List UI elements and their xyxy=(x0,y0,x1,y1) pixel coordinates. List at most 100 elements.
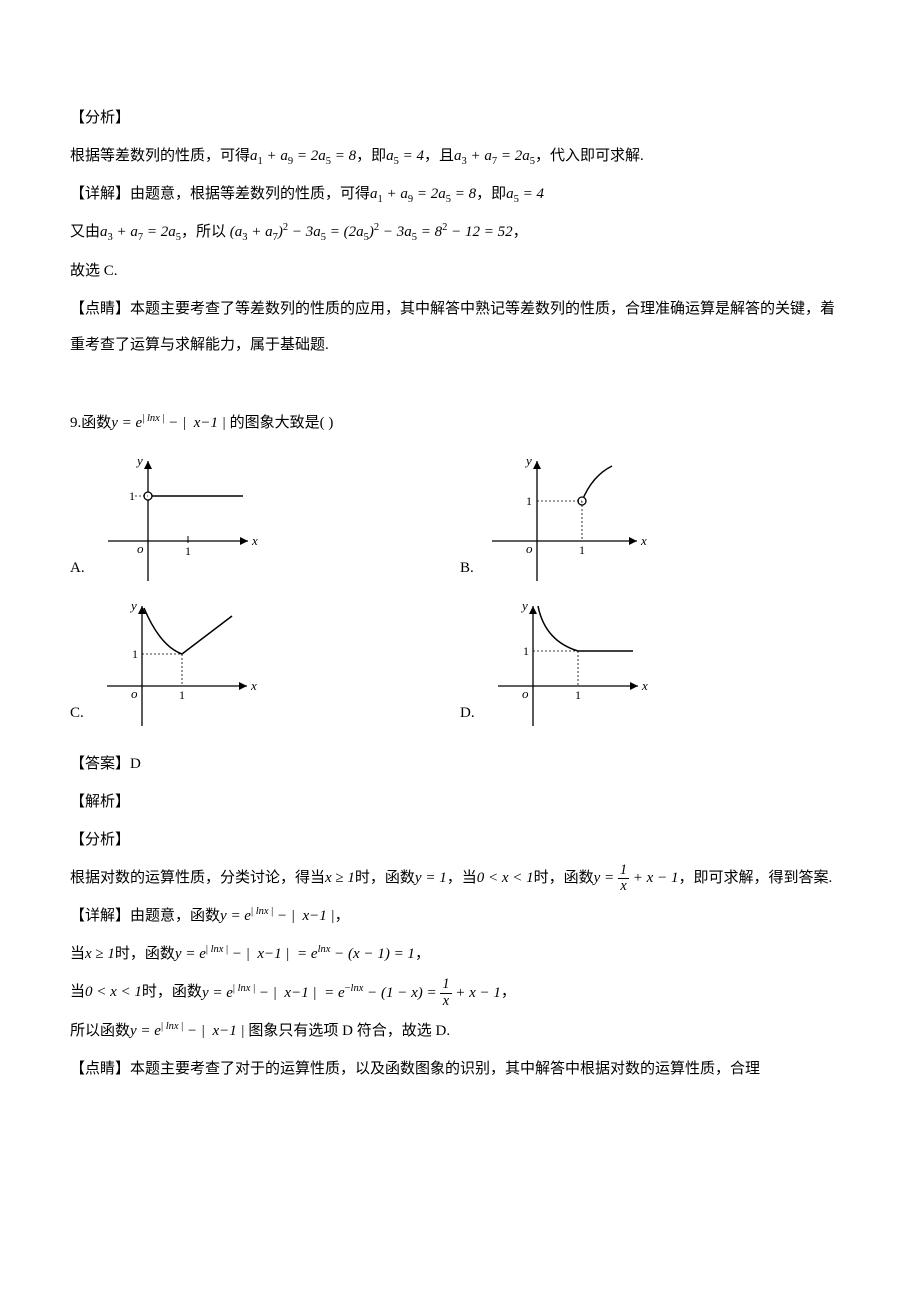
text: ， xyxy=(513,224,528,240)
svg-text:x: x xyxy=(641,678,648,693)
eq: y = 1x + x − 1 xyxy=(594,870,679,886)
comment-label: 【点睛】 xyxy=(70,1061,130,1077)
text: 根据等差数列的性质，可得 xyxy=(70,148,250,164)
text: 时，函数 xyxy=(115,946,175,962)
text: 当 xyxy=(70,984,85,1000)
text: 当 xyxy=(70,946,85,962)
detail-label: 【详解】 xyxy=(70,908,130,924)
detail-line1: 【详解】由题意，根据等差数列的性质，可得a1 + a9 = 2a5 = 8，即a… xyxy=(70,176,850,212)
option-a: A. x y o 1 1 xyxy=(70,451,460,586)
eq: a3 + a7 = 2a5 xyxy=(100,224,181,240)
eq: y = 1 xyxy=(415,870,447,886)
svg-text:o: o xyxy=(137,541,144,556)
eq: y = e| lnx | − | x−1 | = elnx − (x − 1) … xyxy=(175,946,415,962)
text: ，且 xyxy=(424,148,454,164)
chart-c: x y o 1 1 xyxy=(92,596,262,731)
conclusion: 故选 C. xyxy=(70,253,850,289)
option-d: D. x y o 1 1 xyxy=(460,596,850,731)
text: ， xyxy=(501,984,516,1000)
eq: y = e| lnx | − | x−1 | xyxy=(130,1023,245,1039)
q9-analysis: 根据对数的运算性质，分类讨论，得当x ≥ 1时，函数y = 1，当0 < x <… xyxy=(70,860,850,897)
svg-text:y: y xyxy=(129,598,137,613)
q9-case2: 当0 < x < 1时，函数y = e| lnx | − | x−1 | = e… xyxy=(70,974,850,1011)
q9-conclusion: 所以函数y = e| lnx | − | x−1 | 图象只有选项 D 符合，故… xyxy=(70,1013,850,1049)
eq: y = e| lnx | − | x−1 | xyxy=(220,908,335,924)
eq: a3 + a7 = 2a5 xyxy=(454,148,535,164)
svg-text:1: 1 xyxy=(523,644,529,658)
analysis-line1: 根据等差数列的性质，可得a1 + a9 = 2a5 = 8，即a5 = 4，且a… xyxy=(70,138,850,174)
svg-text:x: x xyxy=(250,678,257,693)
opt-label-c: C. xyxy=(70,695,84,731)
answer: D xyxy=(130,756,141,772)
analysis-label: 【分析】 xyxy=(70,100,850,136)
svg-text:o: o xyxy=(526,541,533,556)
option-c: C. x y o 1 1 xyxy=(70,596,460,731)
text: ， xyxy=(335,908,350,924)
detail-label: 【详解】 xyxy=(70,186,130,202)
svg-text:x: x xyxy=(640,533,647,548)
text: 函数 xyxy=(81,415,111,431)
q-number: 9. xyxy=(70,415,81,431)
answer-label: 【答案】 xyxy=(70,756,130,772)
text: 由题意，函数 xyxy=(130,908,220,924)
jiexi-label: 【解析】 xyxy=(70,784,850,820)
opt-label-d: D. xyxy=(460,695,475,731)
comment-text: 本题主要考查了对于的运算性质，以及函数图象的识别，其中解答中根据对数的运算性质，… xyxy=(130,1061,760,1077)
svg-text:1: 1 xyxy=(129,489,135,503)
comment-text: 本题主要考查了等差数列的性质的应用，其中解答中熟记等差数列的性质，合理准确运算是… xyxy=(70,301,835,353)
text: 图象只有选项 D 符合，故选 D. xyxy=(245,1023,450,1039)
svg-text:y: y xyxy=(135,453,143,468)
q9-stem: 9.函数y = e| lnx | − | x−1 | 的图象大致是( ) xyxy=(70,405,850,441)
text: 所以函数 xyxy=(70,1023,130,1039)
text: 根据对数的运算性质，分类讨论，得当 xyxy=(70,870,325,886)
text: 由题意，根据等差数列的性质，可得 xyxy=(130,186,370,202)
answer-line: 【答案】D xyxy=(70,746,850,782)
option-b: B. x y o 1 1 xyxy=(460,451,850,586)
text: 又由 xyxy=(70,224,100,240)
text: ， xyxy=(415,946,430,962)
svg-text:y: y xyxy=(524,453,532,468)
analysis-label: 【分析】 xyxy=(70,822,850,858)
svg-text:o: o xyxy=(522,686,529,701)
q9-case1: 当x ≥ 1时，函数y = e| lnx | − | x−1 | = elnx … xyxy=(70,936,850,972)
text: ，代入即可求解. xyxy=(535,148,644,164)
text: ，即可求解，得到答案. xyxy=(678,870,832,886)
opt-label-a: A. xyxy=(70,550,85,586)
comment: 【点睛】本题主要考查了等差数列的性质的应用，其中解答中熟记等差数列的性质，合理准… xyxy=(70,291,850,363)
comment-label: 【点睛】 xyxy=(70,301,130,317)
q9-detail-1: 【详解】由题意，函数y = e| lnx | − | x−1 |， xyxy=(70,898,850,934)
svg-text:o: o xyxy=(131,686,138,701)
text: 的图象大致是( ) xyxy=(226,415,334,431)
opt-label-b: B. xyxy=(460,550,474,586)
text: ，当 xyxy=(447,870,477,886)
svg-text:1: 1 xyxy=(579,543,585,557)
chart-a: x y o 1 1 xyxy=(93,451,263,586)
eq: a1 + a9 = 2a5 = 8 xyxy=(370,186,476,202)
eq: a5 = 4 xyxy=(506,186,544,202)
text: ，所以 xyxy=(181,224,230,240)
eq: 0 < x < 1 xyxy=(85,984,142,1000)
text: ，即 xyxy=(476,186,506,202)
text: 时，函数 xyxy=(534,870,594,886)
eq: (a3 + a7)2 − 3a5 = (2a5)2 − 3a5 = 82 − 1… xyxy=(230,224,513,240)
text: 时，函数 xyxy=(355,870,415,886)
svg-text:1: 1 xyxy=(526,494,532,508)
eq: y = e| lnx | − | x−1 | xyxy=(111,415,226,431)
text: ，即 xyxy=(356,148,386,164)
chart-b: x y o 1 1 xyxy=(482,451,652,586)
svg-text:1: 1 xyxy=(132,647,138,661)
text: 时，函数 xyxy=(142,984,202,1000)
eq: 0 < x < 1 xyxy=(477,870,534,886)
eq: x ≥ 1 xyxy=(85,946,115,962)
svg-text:1: 1 xyxy=(185,544,191,558)
svg-text:1: 1 xyxy=(179,688,185,702)
chart-d: x y o 1 1 xyxy=(483,596,653,731)
eq: x ≥ 1 xyxy=(325,870,355,886)
eq: a5 = 4 xyxy=(386,148,424,164)
eq: a1 + a9 = 2a5 = 8 xyxy=(250,148,356,164)
svg-text:y: y xyxy=(520,598,528,613)
q9-comment: 【点睛】本题主要考查了对于的运算性质，以及函数图象的识别，其中解答中根据对数的运… xyxy=(70,1051,850,1087)
options-grid: A. x y o 1 1 B. x y o xyxy=(70,451,850,741)
detail-line2: 又由a3 + a7 = 2a5，所以 (a3 + a7)2 − 3a5 = (2… xyxy=(70,214,850,250)
eq: y = e| lnx | − | x−1 | = e−lnx − (1 − x)… xyxy=(202,985,501,1001)
